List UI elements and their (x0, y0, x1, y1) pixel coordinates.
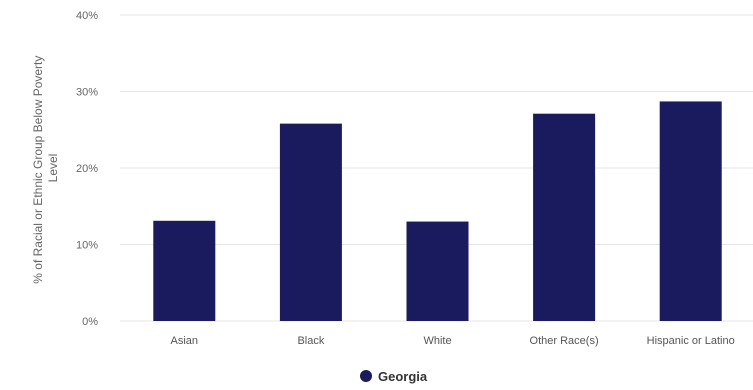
bar-other-race-s[interactable] (533, 113, 596, 321)
bar-white[interactable] (406, 221, 469, 321)
bars (153, 101, 722, 321)
bar-black[interactable] (279, 123, 342, 321)
y-tick-label: 20% (76, 163, 98, 175)
gridlines (120, 14, 753, 322)
y-tick-label: 0% (82, 316, 98, 328)
x-category-label: Hispanic or Latino (647, 335, 735, 347)
y-axis-title-line2: Level (46, 154, 60, 183)
legend-marker-georgia (360, 370, 372, 382)
y-axis-title: % of Racial or Ethnic Group Below Povert… (31, 52, 60, 283)
y-axis-title-line1: % of Racial or Ethnic Group Below Povert… (31, 56, 45, 284)
x-category-label: Other Race(s) (530, 335, 599, 347)
y-tick-label: 30% (76, 87, 98, 99)
legend[interactable]: Georgia (360, 369, 428, 384)
x-category-label: Asian (171, 335, 199, 347)
legend-label-georgia: Georgia (378, 369, 428, 384)
x-category-label: Black (297, 335, 324, 347)
bar-hispanic-or-latino[interactable] (659, 101, 722, 321)
y-tick-label: 10% (76, 240, 98, 252)
x-category-label: White (423, 335, 451, 347)
bar-asian[interactable] (153, 220, 216, 321)
y-axis-ticks: 0% 10% 20% 30% 40% (76, 10, 98, 328)
y-tick-label: 40% (76, 10, 98, 22)
x-axis-labels: Asian Black White Other Race(s) Hispanic or … (171, 335, 735, 347)
